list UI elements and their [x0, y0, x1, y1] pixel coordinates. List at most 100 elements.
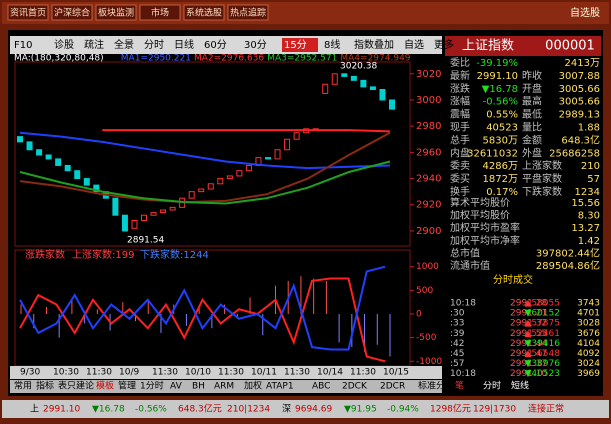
toolbar-button[interactable]: 更多 — [434, 38, 454, 51]
toolbar-button[interactable]: 8线 — [324, 38, 340, 51]
x-tick-label: 11:30 — [152, 368, 178, 378]
toolbar-button[interactable]: 疏注 — [84, 38, 104, 51]
quote-value: 32611032 — [467, 148, 518, 159]
quote-label: 最新 — [450, 69, 470, 82]
y-tick-label: 2940 — [416, 174, 441, 185]
quote-value: 0.17% — [486, 187, 518, 198]
toolbar-button[interactable]: 自选 — [404, 38, 424, 51]
quote-label: 总手 — [450, 133, 470, 146]
status-item: 129|1730 — [473, 405, 516, 415]
top-tab[interactable]: 板块监测 — [98, 7, 134, 19]
top-bar — [2, 2, 609, 24]
quote-value: 1234 — [575, 187, 600, 198]
toolbar-button[interactable]: 诊股 — [54, 38, 74, 51]
bottom-tab[interactable]: ATAP1 — [266, 382, 294, 392]
tick-time: :45 — [450, 349, 464, 359]
toolbar-button[interactable]: 分时 — [144, 39, 164, 51]
right-tab[interactable]: 笔 — [455, 380, 464, 392]
x-tick-label: 11:30 — [218, 368, 244, 378]
candle-body — [112, 197, 119, 216]
bottom-tab[interactable]: 2DCK — [342, 382, 368, 392]
bottom-tab[interactable]: 15分钟 — [456, 380, 485, 392]
status-item: 连接正常 — [528, 403, 564, 415]
ma-line — [19, 160, 391, 205]
candle-body — [26, 141, 33, 151]
y-tick-label: 2920 — [416, 200, 441, 211]
top-tab[interactable]: 热点追踪 — [230, 7, 266, 19]
high-annotation: 3020.38 — [340, 62, 377, 72]
ma-legend: MA4=2974.949 — [340, 54, 410, 64]
candle-body — [350, 75, 357, 81]
top-tab-bg — [7, 4, 49, 21]
y-tick-label: 3020 — [416, 69, 441, 80]
candle-body — [322, 83, 329, 94]
workspace — [8, 30, 603, 396]
bottom-tab[interactable]: BH — [192, 382, 205, 392]
quote-label: 震幅 — [450, 108, 470, 121]
toolbar-button[interactable]: 60分 — [204, 39, 227, 51]
quote-label: 上涨家数 — [522, 159, 562, 172]
status-item: 深 — [282, 404, 291, 415]
toolbar-button[interactable]: 15分 — [284, 39, 307, 51]
right-tab[interactable]: 分时 — [483, 380, 501, 392]
indicator-up: 上涨家数:199 — [72, 248, 134, 261]
candle-body — [293, 132, 300, 140]
quote-label: 最高 — [522, 95, 542, 108]
ticks-title: 分时成交 — [493, 273, 533, 286]
tick-volume: ▼38976 — [524, 359, 560, 369]
x-tick-label: 11:30 — [350, 368, 376, 378]
quote-code: 000001 — [545, 39, 595, 54]
candle-body — [369, 86, 376, 91]
top-tab[interactable]: 资讯首页 — [10, 7, 46, 19]
quote-value: 5830万 — [483, 135, 518, 146]
quote-label: 最低 — [522, 108, 542, 121]
tick-count: 4104 — [577, 339, 600, 349]
tick-price: 2991.55 — [510, 329, 547, 339]
tick-time: :57 — [450, 359, 464, 369]
candle-body — [169, 206, 176, 211]
bottom-tab[interactable]: ABC — [312, 382, 330, 392]
bottom-tab[interactable]: 2DCR — [380, 382, 405, 392]
bottom-tab[interactable]: 表只建论 — [58, 380, 94, 392]
bottom-tab[interactable]: AV — [170, 382, 183, 392]
candle-body — [331, 73, 338, 85]
bottom-tab[interactable]: 指标 — [36, 380, 54, 392]
candle-body — [45, 154, 52, 160]
toolbar-button[interactable]: F10 — [14, 40, 32, 51]
status-item: ▼91.95 — [344, 405, 377, 415]
bottom-tab[interactable]: 常用 — [14, 380, 32, 392]
y-tick-label: -1000 — [416, 357, 442, 367]
tick-price: 2991.32 — [510, 319, 547, 329]
bottom-tab[interactable]: 1分时 — [140, 380, 164, 392]
quote-name: 上证指数 — [462, 39, 514, 54]
stat-value: 289504.86亿 — [536, 259, 600, 272]
candle-body — [245, 164, 252, 172]
tick-count: 3743 — [577, 299, 600, 309]
right-tab[interactable]: 短线 — [511, 380, 529, 392]
toolbar-button[interactable]: 30分 — [244, 39, 267, 51]
tick-volume: ▲58055 — [524, 299, 560, 309]
quote-value: 4286万 — [483, 161, 518, 172]
ma-line — [19, 131, 391, 204]
x-tick-label: 11:30 — [86, 368, 112, 378]
top-tab[interactable]: 沪深综合 — [54, 7, 90, 19]
top-right[interactable]: 自选股 — [570, 6, 600, 19]
bottom-tab[interactable]: 模板 — [96, 380, 114, 392]
bottom-tab[interactable]: ARM — [214, 382, 234, 392]
x-tick-label: 10:30 — [53, 368, 79, 378]
toolbar-button[interactable]: 日线 — [174, 38, 194, 51]
quote-value: 3005.66 — [559, 97, 600, 108]
quote-label: 平盘家数 — [522, 172, 562, 185]
top-tab[interactable]: 系统选股 — [186, 7, 222, 19]
candle-body — [226, 175, 233, 180]
bottom-tab[interactable]: 管理 — [118, 380, 136, 392]
status-bar — [2, 400, 609, 418]
bottom-tab[interactable]: 加权 — [244, 380, 262, 392]
tick-volume: ▲52461 — [524, 329, 560, 339]
tick-count: 3028 — [577, 319, 600, 329]
bottom-tab[interactable]: 标准分节 — [418, 380, 454, 392]
toolbar-button[interactable]: 全景 — [114, 38, 134, 51]
x-tick-label: 10/9 — [119, 368, 139, 378]
toolbar-button[interactable]: 指数叠加 — [354, 38, 394, 51]
top-tab[interactable]: 市场 — [151, 7, 169, 19]
